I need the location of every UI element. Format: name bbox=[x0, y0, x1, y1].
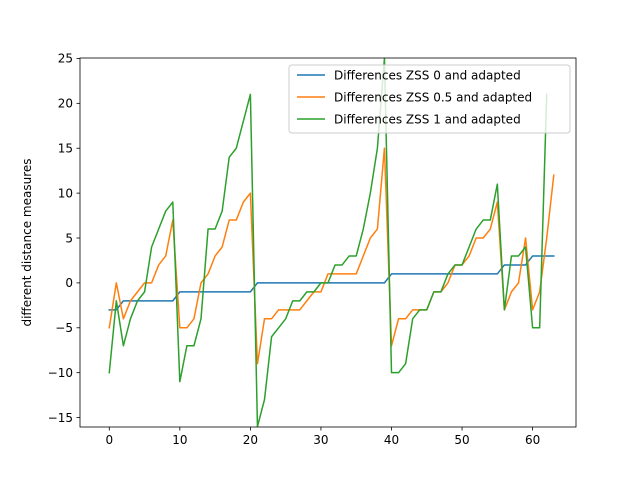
legend-label-2: Differences ZSS 0.5 and adapted bbox=[334, 90, 532, 104]
y-tick-label: 5 bbox=[65, 231, 73, 245]
y-tick-label: 15 bbox=[58, 142, 73, 156]
plot-area-frame bbox=[79, 57, 577, 428]
series-line-1 bbox=[108, 255, 555, 311]
y-tick-label: −5 bbox=[55, 321, 73, 335]
x-axis: 0 10 20 30 40 50 60 bbox=[105, 427, 540, 447]
y-tick-label: −10 bbox=[48, 366, 73, 380]
x-tick-label: 10 bbox=[172, 433, 187, 447]
y-tick-label: 25 bbox=[58, 52, 73, 66]
legend-label-3: Differences ZSS 1 and adapted bbox=[334, 112, 521, 126]
y-tick-label: 20 bbox=[58, 97, 73, 111]
x-tick-label: 50 bbox=[454, 433, 469, 447]
legend: Differences ZSS 0 and adapted Differences… bbox=[288, 64, 571, 134]
legend-label-1: Differences ZSS 0 and adapted bbox=[334, 68, 521, 82]
y-tick-label: 10 bbox=[58, 186, 73, 200]
legend-box bbox=[288, 64, 571, 134]
x-tick-label: 60 bbox=[525, 433, 540, 447]
series-line-3 bbox=[108, 58, 548, 427]
y-tick-label: −15 bbox=[48, 411, 73, 425]
y-axis-label: different distance measures bbox=[20, 158, 34, 326]
x-tick-label: 30 bbox=[313, 433, 328, 447]
y-axis: −15 −10 −5 0 5 10 15 20 25 bbox=[48, 52, 80, 425]
x-tick-label: 0 bbox=[105, 433, 113, 447]
series-layer bbox=[108, 58, 555, 427]
y-tick-label: 0 bbox=[65, 276, 73, 290]
x-tick-label: 20 bbox=[243, 433, 258, 447]
x-tick-label: 40 bbox=[384, 433, 399, 447]
